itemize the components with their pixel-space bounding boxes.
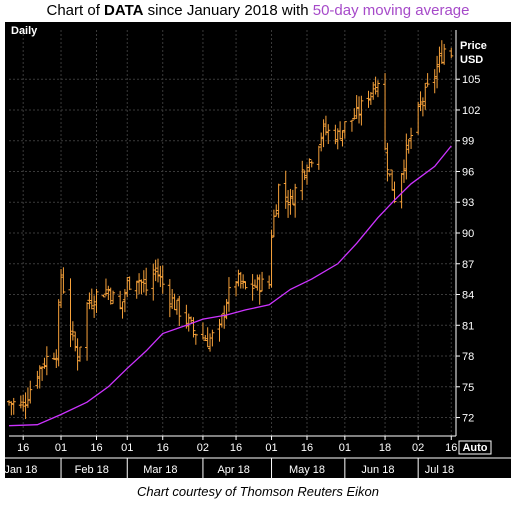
x-tick-label: 01 [339,442,351,454]
chart-svg: 72 75 78 81 84 87 90 93 96 99 102 105 16 01 16 01 16 02 16… [4,22,511,478]
y-tick-label: 96 [462,166,474,178]
title-ma-label: 50-day moving average [312,2,470,19]
y-tick-label: 84 [462,290,474,302]
y-tick-label: 72 [462,413,474,425]
y-tick-label: 87 [462,259,474,271]
y-tick-label: 75 [462,382,474,394]
title-mid: since January 2018 with [143,2,313,19]
x-tick-label: 16 [90,442,102,454]
month-label: Jul 18 [425,464,454,476]
chart-background [5,22,511,478]
chart-title: Chart of DATA since January 2018 with 50… [0,2,516,24]
month-label: May 18 [289,464,325,476]
month-label: Feb 18 [75,464,109,476]
y-tick-label: 105 [462,74,480,86]
title-prefix: Chart of [46,2,105,19]
x-tick-label: 01 [121,442,133,454]
x-tick-label: 16 [301,442,313,454]
y-tick-label: 93 [462,197,474,209]
y-tick-label: 90 [462,228,474,240]
y-axis-title-line2: USD [460,54,483,66]
x-tick-label: 16 [230,442,242,454]
x-tick-label: 02 [197,442,209,454]
y-tick-label: 102 [462,105,480,117]
month-label: Mar 18 [143,464,177,476]
title-ticker: DATA [104,2,144,19]
period-label: Daily [11,25,38,37]
month-label: Jun 18 [361,464,394,476]
x-tick-label: 01 [265,442,277,454]
x-tick-label: 01 [55,442,67,454]
y-tick-label: 78 [462,351,474,363]
auto-box [458,440,492,455]
x-tick-label: 16 [157,442,169,454]
y-axis-title-line1: Price [460,40,487,52]
month-label: Jan 18 [5,464,37,476]
stock-chart: 72 75 78 81 84 87 90 93 96 99 102 105 16 01 16 01 16 02 16… [4,22,511,478]
y-tick-label: 99 [462,136,474,148]
moving-average-line [8,145,452,427]
chart-credit: Chart courtesy of Thomson Reuters Eikon [136,484,380,499]
auto-label: Auto [462,442,487,454]
x-tick-label: 16 [17,442,29,454]
x-tick-label: 16 [445,442,457,454]
x-tick-label: 02 [412,442,424,454]
month-label: Apr 18 [217,464,249,476]
y-tick-label: 81 [462,320,474,332]
x-tick-label: 18 [379,442,391,454]
